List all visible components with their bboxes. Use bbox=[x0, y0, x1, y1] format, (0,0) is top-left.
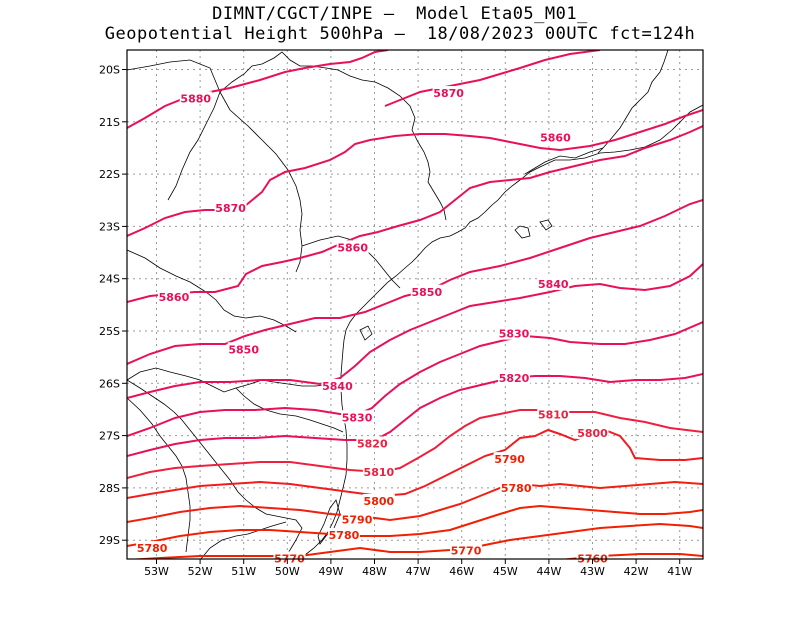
contour-5870-north bbox=[384, 50, 601, 107]
contour-label: 5790 bbox=[494, 453, 525, 466]
contour-label: 5800 bbox=[364, 495, 395, 508]
contour-label-bg bbox=[362, 493, 395, 507]
x-tick-label: 41W bbox=[667, 565, 692, 578]
y-tick-label: 23S bbox=[99, 220, 120, 233]
y-tick-label: 28S bbox=[99, 482, 120, 495]
x-tick-label: 46W bbox=[449, 565, 474, 578]
contour-5780 bbox=[127, 504, 703, 547]
contour-label: 5850 bbox=[412, 286, 443, 299]
contour-label: 5780 bbox=[137, 542, 168, 555]
contour-label-bg bbox=[450, 543, 483, 557]
contour-5790 bbox=[127, 480, 703, 523]
contour-label-bg bbox=[273, 551, 306, 565]
contour-label: 5870 bbox=[433, 87, 464, 100]
contour-label: 5780 bbox=[329, 529, 360, 542]
contour-label-bg bbox=[498, 371, 531, 385]
contour-label: 5800 bbox=[577, 427, 608, 440]
contour-5770 bbox=[127, 522, 703, 559]
contour-label-bg bbox=[356, 436, 389, 450]
contour-label: 5860 bbox=[540, 131, 571, 144]
contour-label: 5870 bbox=[215, 202, 246, 215]
chart-subtitle: Geopotential Height 500hPa – 18/08/2023 … bbox=[104, 24, 696, 44]
contour-label: 5820 bbox=[499, 372, 530, 385]
contour-5860 bbox=[127, 125, 703, 303]
contour-label-bg bbox=[576, 551, 609, 565]
contour-5840 bbox=[127, 263, 703, 399]
contour-label: 5810 bbox=[364, 466, 395, 479]
contour-label-bg bbox=[493, 452, 526, 466]
contour-label-bg bbox=[157, 290, 190, 304]
x-tick-label: 48W bbox=[362, 565, 387, 578]
x-tick-label: 47W bbox=[406, 565, 431, 578]
graticule bbox=[127, 50, 703, 559]
y-tick-label: 21S bbox=[99, 116, 120, 129]
longitude-axis: 53W 52W 51W 50W 49W 48W 47W 46W 45W 44W 43W 42W 41W bbox=[144, 559, 692, 578]
contour-labels: 5880 5870 5860 5870 5860 5860 5850 5840 5850 5830… bbox=[136, 86, 609, 566]
contour-label-bg bbox=[362, 465, 395, 479]
contour-label-bg bbox=[136, 541, 169, 555]
contour-5810 bbox=[127, 409, 703, 479]
chart-title: DIMNT/CGCT/INPE – Model Eta05_M01_ bbox=[212, 4, 588, 24]
coastline bbox=[296, 104, 703, 559]
contour-label: 5790 bbox=[342, 513, 373, 526]
contour-label-bg bbox=[498, 326, 531, 340]
contour-5850 bbox=[127, 199, 703, 365]
contour-5800 bbox=[127, 428, 703, 499]
contour-label: 5860 bbox=[337, 241, 368, 254]
contour-label-bg bbox=[539, 130, 572, 144]
contour-5820 bbox=[127, 373, 703, 457]
x-tick-label: 53W bbox=[144, 565, 169, 578]
x-tick-label: 49W bbox=[318, 565, 343, 578]
contour-label-bg bbox=[410, 284, 443, 298]
contour-label: 5770 bbox=[451, 545, 482, 558]
contour-label-bg bbox=[432, 86, 465, 100]
contour-label-bg bbox=[214, 201, 247, 215]
contour-label-bg bbox=[336, 240, 369, 254]
contour-label-bg bbox=[500, 480, 533, 494]
contour-label-bg bbox=[321, 378, 354, 392]
contour-label-bg bbox=[576, 425, 609, 439]
y-tick-label: 20S bbox=[99, 64, 120, 77]
contour-label: 5850 bbox=[228, 343, 259, 356]
x-tick-label: 42W bbox=[624, 565, 649, 578]
contour-label: 5880 bbox=[180, 92, 211, 105]
y-tick-label: 22S bbox=[99, 168, 120, 181]
contour-label: 5780 bbox=[501, 482, 532, 495]
contour-5870 bbox=[127, 109, 703, 237]
y-tick-label: 26S bbox=[99, 377, 120, 390]
contour-label-bg bbox=[341, 410, 374, 424]
x-tick-label: 45W bbox=[493, 565, 518, 578]
contour-label: 5860 bbox=[159, 291, 190, 304]
y-tick-label: 24S bbox=[99, 273, 120, 286]
latitude-axis: 20S 21S 22S 23S 24S 25S 26S 27S 28S 29S bbox=[99, 64, 127, 547]
plot-frame bbox=[126, 49, 704, 560]
contour-label: 5820 bbox=[357, 437, 388, 450]
contour-label-bg bbox=[537, 276, 570, 290]
contour-label: 5830 bbox=[342, 411, 373, 424]
contour-5880 bbox=[127, 50, 389, 129]
contour-label-bg bbox=[537, 407, 570, 421]
contour-label-bg bbox=[179, 91, 212, 105]
contour-label-bg bbox=[341, 512, 374, 526]
x-tick-label: 51W bbox=[231, 565, 256, 578]
x-tick-label: 52W bbox=[188, 565, 213, 578]
y-tick-label: 29S bbox=[99, 534, 120, 547]
contour-label: 5840 bbox=[322, 380, 353, 393]
contour-label-bg bbox=[227, 342, 260, 356]
x-tick-label: 50W bbox=[275, 565, 300, 578]
contour-label: 5830 bbox=[499, 328, 530, 341]
y-tick-label: 25S bbox=[99, 325, 120, 338]
x-tick-label: 43W bbox=[580, 565, 605, 578]
political-boundaries bbox=[127, 50, 703, 559]
contour-label: 5810 bbox=[538, 409, 569, 422]
x-tick-label: 44W bbox=[536, 565, 561, 578]
y-tick-label: 27S bbox=[99, 430, 120, 443]
contour-label-bg bbox=[327, 527, 360, 541]
contour-label: 5840 bbox=[538, 278, 569, 291]
contour-5830 bbox=[127, 321, 703, 437]
